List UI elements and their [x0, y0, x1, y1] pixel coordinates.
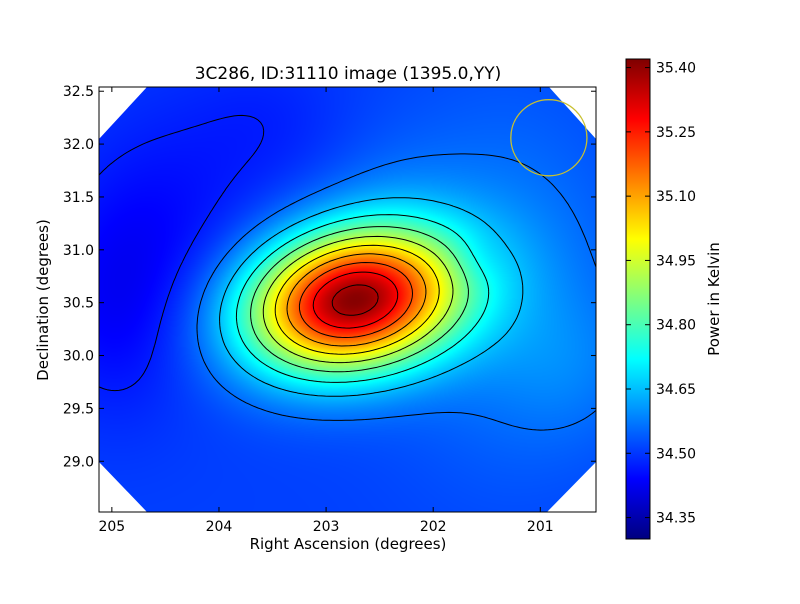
contour-level-10	[312, 271, 399, 329]
contour-level-7	[274, 244, 440, 355]
colorbar-frame	[625, 58, 651, 540]
y-tick-label: 30.5	[63, 296, 94, 312]
y-tick-label: 32.0	[63, 137, 94, 153]
x-tick-label: 201	[527, 519, 554, 535]
beam-circle	[510, 99, 588, 177]
colorbar-tick-label: 34.50	[656, 446, 696, 462]
y-tick-label: 29.0	[63, 454, 94, 470]
contour-level-2	[196, 153, 596, 431]
colorbar-tick-label: 34.35	[656, 511, 696, 527]
y-tick-label: 32.5	[63, 84, 94, 100]
y-axis: 29.0 29.5 30.0 30.5 31.0 31.5 32.0 32.5	[63, 84, 596, 470]
y-tick-label: 31.0	[63, 243, 94, 259]
x-tick-label: 202	[420, 519, 447, 535]
colorbar-tick-label: 35.25	[656, 125, 696, 141]
x-axis: 205 204 203 202 201	[98, 87, 554, 535]
contour-level-3	[219, 197, 524, 397]
contour-level-5	[250, 226, 469, 373]
contour-level-6	[262, 235, 454, 364]
heatmap-image	[99, 87, 596, 512]
contour-level-9	[298, 262, 413, 338]
colorbar-gradient	[626, 59, 650, 539]
chart-title: 3C286, ID:31110 image (1395.0,YY)	[195, 64, 502, 84]
colorbar: 34.35 34.50 34.65 34.80 34.95 35.10 35.25 35.40	[625, 58, 696, 540]
colorbar-label: Power in Kelvin	[705, 242, 723, 356]
colorbar-tick-label: 34.80	[656, 318, 696, 334]
contour-lines	[99, 114, 596, 431]
colorbar-tick-label: 34.95	[656, 253, 696, 269]
x-tick-label: 205	[98, 519, 125, 535]
x-tick-label: 203	[313, 519, 340, 535]
colorbar-tick-label: 35.10	[656, 189, 696, 205]
y-tick-label: 29.5	[63, 401, 94, 417]
x-tick-label: 204	[206, 519, 233, 535]
plot-frame	[98, 86, 597, 513]
contour-level-11	[331, 284, 379, 316]
x-axis-label: Right Ascension (degrees)	[250, 535, 447, 553]
y-tick-label: 31.5	[63, 190, 94, 206]
plot-area: 205 204 203 202 201 29.0 29.5 30.0 30.5 31.0 31.5…	[63, 84, 597, 535]
colorbar-ticks: 34.35 34.50 34.65 34.80 34.95 35.10 35.25 35.40	[626, 61, 696, 527]
y-tick-label: 30.0	[63, 349, 94, 365]
colorbar-tick-label: 34.65	[656, 382, 696, 398]
colorbar-tick-label: 35.40	[656, 61, 696, 77]
contour-level-1	[99, 114, 265, 392]
contour-level-4	[235, 214, 490, 383]
y-axis-label: Declination (degrees)	[34, 219, 52, 381]
contour-level-8	[286, 253, 427, 347]
